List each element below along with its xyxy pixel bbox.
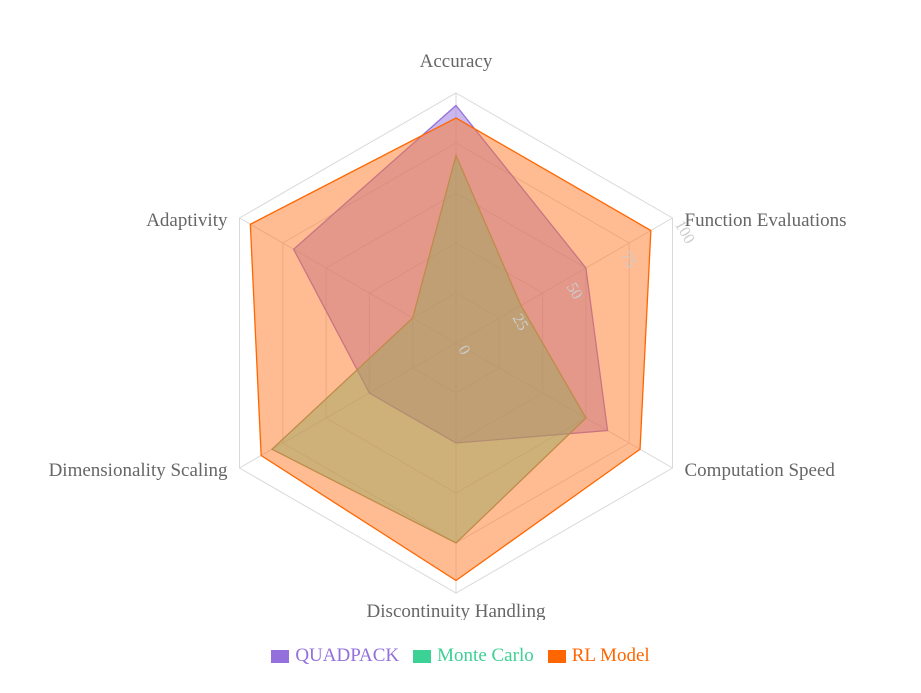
legend-label-rl-model: RL Model [571,645,650,666]
legend: QUADPACK Monte Carlo RL Model [0,645,921,667]
axis-label-adaptivity: Adaptivity [146,210,228,231]
legend-item-monte-carlo[interactable]: Monte Carlo [413,645,534,667]
legend-label-quadpack: QUADPACK [295,645,400,666]
axis-label-dimensionality-scaling: Dimensionality Scaling [49,460,228,481]
legend-item-rl-model[interactable]: RL Model [547,645,650,667]
axis-label-accuracy: Accuracy [420,51,493,72]
axis-label-function-evaluations: Function Evaluations [685,210,847,231]
r-tick-label: 75 [617,249,640,271]
axis-label-discontinuity-handling: Discontinuity Handling [367,601,546,620]
r-tick-label: 25 [509,311,532,333]
axis-label-computation-speed: Computation Speed [685,460,836,481]
legend-swatch-quadpack [271,649,290,663]
legend-swatch-rl-model [547,649,566,663]
series-area-rl-model [249,117,652,582]
legend-item-quadpack[interactable]: QUADPACK [271,645,399,667]
r-tick-label: 50 [563,280,586,302]
legend-label-monte-carlo: Monte Carlo [437,645,534,666]
legend-swatch-monte-carlo [413,649,432,663]
